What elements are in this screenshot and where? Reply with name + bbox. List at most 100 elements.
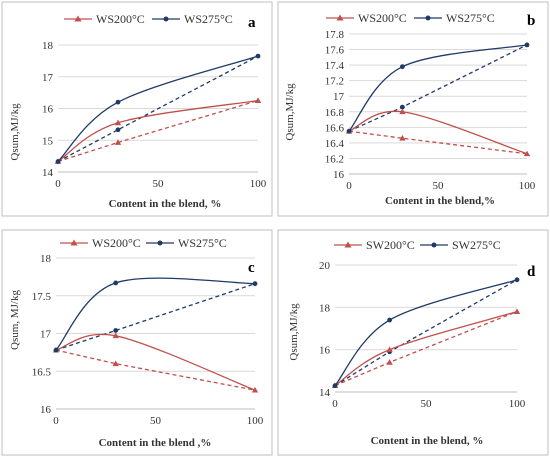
series-line-1 bbox=[57, 99, 259, 163]
data-point-s2-0 bbox=[346, 128, 352, 134]
y-tick-label: 15 bbox=[42, 135, 54, 147]
data-point-s2-2 bbox=[255, 53, 261, 59]
x-tick-label: 100 bbox=[519, 180, 536, 192]
data-point-s1-1 bbox=[386, 346, 393, 353]
legend-label-series-2: WS275°C bbox=[184, 12, 233, 26]
data-point-s2-1 bbox=[387, 317, 392, 323]
legend-marker-series-1 bbox=[336, 14, 344, 21]
x-axis-label: Content in the blend,% bbox=[385, 195, 495, 207]
y-tick-label: 16.4 bbox=[325, 138, 345, 150]
y-tick-label: 18 bbox=[40, 253, 52, 265]
y-tick-label: 17.5 bbox=[32, 291, 52, 303]
y-tick-label: 17 bbox=[333, 91, 345, 103]
y-tick-label: 14 bbox=[319, 387, 331, 399]
legend-label-series-1: WS200°C bbox=[92, 236, 141, 250]
x-tick-label: 0 bbox=[53, 415, 59, 427]
dashed-point-s2-1 bbox=[113, 328, 119, 333]
legend-label-series-1: WS200°C bbox=[358, 11, 407, 25]
dashed-point-s1-1 bbox=[399, 135, 406, 141]
legend-label-series-1: SW200°C bbox=[366, 238, 415, 252]
x-axis-label: Content in the blend ,% bbox=[99, 437, 212, 449]
panel-label: a bbox=[248, 15, 256, 31]
y-tick-label: 16 bbox=[319, 345, 331, 357]
dashed-line-1 bbox=[348, 130, 528, 155]
y-axis-label: Qsum,MJ/kg bbox=[288, 303, 300, 361]
data-point-s2-0 bbox=[53, 347, 59, 353]
dashed-point-s2-1 bbox=[400, 104, 405, 110]
panel-label: b bbox=[527, 13, 535, 29]
chart-panel-a: 14 15 16 17 18 0 50 100 a Qsum,MJ/kg Content in… bbox=[1, 1, 273, 217]
data-point-s2-1 bbox=[400, 64, 405, 70]
panel-frame bbox=[277, 1, 549, 217]
series-line-1 bbox=[348, 110, 528, 155]
legend-label-series-1: WS200°C bbox=[96, 12, 145, 26]
y-tick-label: 20 bbox=[319, 260, 331, 272]
chart-panel-b: 16 16.2 16.4 16.6 16.8 17 17.2 17.4 17.6 17.8 0 50 1… bbox=[277, 1, 549, 217]
legend-marker-series-1 bbox=[70, 239, 78, 246]
series-line-2 bbox=[57, 55, 259, 162]
x-tick-label: 100 bbox=[509, 398, 526, 410]
data-point-s2-2 bbox=[524, 42, 530, 48]
x-axis-label: Content in the blend, % bbox=[109, 198, 222, 210]
legend-marker-series-2 bbox=[157, 240, 163, 246]
panel-label: d bbox=[527, 264, 536, 280]
y-tick-label: 16.6 bbox=[325, 122, 345, 134]
chart-panel-c: 16 16.5 17 17.5 18 0 50 100 c Qsum, MJ/kg Conte… bbox=[1, 229, 273, 456]
dashed-point-s1-1 bbox=[114, 139, 122, 145]
dashed-point-s1-1 bbox=[112, 360, 119, 367]
panel-frame bbox=[1, 1, 273, 217]
x-tick-label: 50 bbox=[150, 415, 162, 427]
series-line-1 bbox=[334, 310, 518, 387]
data-point-s1-1 bbox=[399, 108, 406, 115]
data-point-s2-2 bbox=[514, 277, 520, 283]
legend-marker-series-2 bbox=[163, 16, 169, 22]
data-point-s1-2 bbox=[254, 97, 262, 103]
data-point-s2-1 bbox=[115, 99, 121, 105]
x-tick-label: 0 bbox=[346, 180, 352, 192]
y-tick-label: 18 bbox=[42, 40, 54, 52]
x-tick-label: 0 bbox=[55, 178, 61, 190]
x-tick-label: 50 bbox=[153, 178, 165, 190]
data-point-s2-1 bbox=[113, 280, 119, 286]
legend-label-series-2: WS275°C bbox=[178, 236, 227, 250]
legend: SW200°C SW275°C bbox=[334, 238, 501, 252]
y-axis-label: Qsum,MJ/kg bbox=[9, 103, 21, 161]
y-axis-label: Qsum,MJ/kg bbox=[284, 83, 296, 141]
legend-marker-series-2 bbox=[425, 15, 431, 21]
legend-label-series-2: SW275°C bbox=[452, 238, 501, 252]
x-tick-label: 50 bbox=[421, 398, 433, 410]
panel-frame bbox=[277, 229, 549, 456]
data-point-s2-0 bbox=[55, 159, 61, 164]
legend: WS200°C WS275°C bbox=[64, 12, 233, 26]
y-tick-label: 16 bbox=[42, 104, 54, 116]
x-axis-label: Content in the blend, % bbox=[371, 435, 484, 447]
chart-panel-d: 14 16 18 20 0 50 100 d Qsum,MJ/kg Content in t… bbox=[277, 229, 549, 456]
y-tick-label: 16 bbox=[333, 169, 345, 181]
y-tick-label: 17 bbox=[42, 72, 54, 84]
dashed-line-1 bbox=[55, 349, 256, 391]
x-tick-label: 50 bbox=[433, 180, 445, 192]
y-tick-label: 16.2 bbox=[325, 153, 344, 165]
y-tick-label: 18 bbox=[319, 302, 331, 314]
x-tick-label: 0 bbox=[332, 398, 338, 410]
y-tick-label: 16 bbox=[40, 404, 52, 416]
data-point-s1-2 bbox=[251, 386, 259, 393]
dashed-line-2 bbox=[57, 55, 259, 163]
y-tick-label: 17.8 bbox=[325, 29, 345, 41]
data-point-s1-2 bbox=[513, 308, 521, 314]
y-tick-label: 14 bbox=[42, 167, 54, 179]
y-tick-label: 17.2 bbox=[325, 76, 344, 88]
y-tick-label: 17 bbox=[40, 329, 52, 341]
y-tick-label: 17.6 bbox=[325, 45, 345, 57]
x-tick-label: 100 bbox=[250, 178, 267, 190]
dashed-point-s2-1 bbox=[115, 127, 121, 133]
data-point-s1-1 bbox=[112, 332, 119, 339]
y-tick-label: 17.4 bbox=[325, 60, 345, 72]
y-tick-label: 16.8 bbox=[325, 107, 345, 119]
data-point-s2-0 bbox=[332, 383, 338, 389]
legend-label-series-2: WS275°C bbox=[446, 11, 495, 25]
y-axis-label: Qsum, MJ/kg bbox=[9, 290, 21, 350]
data-point-s1-2 bbox=[523, 150, 531, 157]
data-point-s1-1 bbox=[114, 119, 122, 126]
